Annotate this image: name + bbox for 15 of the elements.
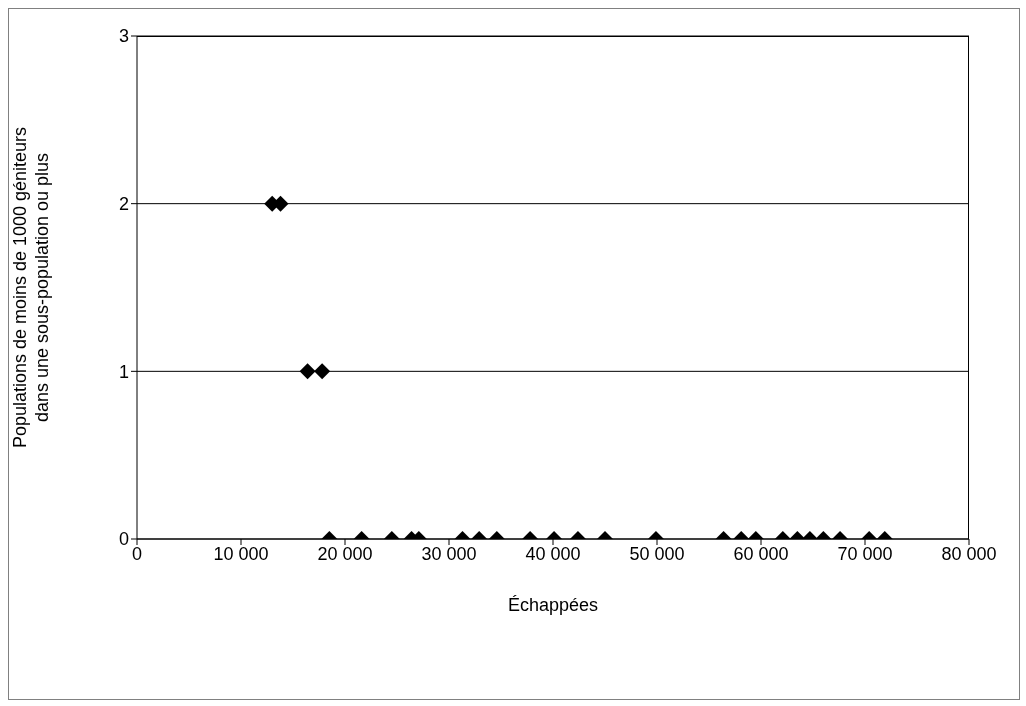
- x-tick-label: 50 000: [629, 543, 685, 564]
- x-axis-title: Échappées: [507, 595, 599, 615]
- x-tick-label: 70 000: [837, 543, 893, 564]
- x-tick-label: 30 000: [421, 543, 477, 564]
- y-tick-label: 2: [118, 194, 129, 215]
- x-tick-label: 0: [131, 543, 143, 564]
- x-tick-label: 60 000: [733, 543, 789, 564]
- y-axis-title: Populations de moins de 1000 géniteurs dans une sous-population ou plus: [10, 126, 52, 449]
- y-tick-label: 3: [118, 26, 129, 47]
- x-tick-label: 40 000: [525, 543, 581, 564]
- y-tick-label: 1: [118, 361, 129, 382]
- x-tick-label: 20 000: [317, 543, 373, 564]
- y-tick-label: 0: [118, 529, 129, 550]
- x-tick-label: 80 000: [941, 543, 997, 564]
- x-tick-label: 10 000: [213, 543, 269, 564]
